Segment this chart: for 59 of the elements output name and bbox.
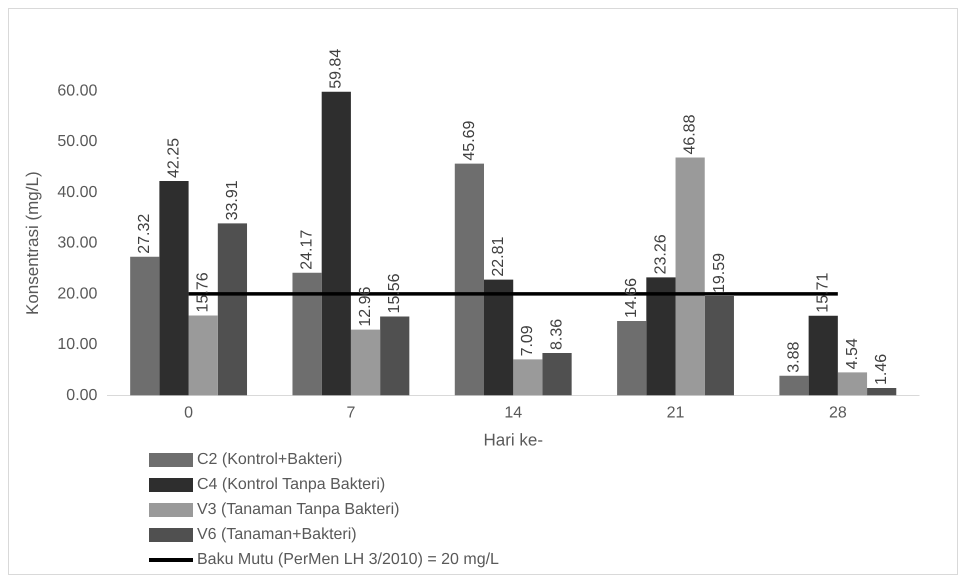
data-label: 27.32 — [136, 214, 154, 254]
data-label: 46.88 — [682, 114, 699, 155]
bar — [779, 376, 809, 396]
legend-label: C4 (Kontrol Tanpa Bakteri) — [197, 476, 386, 494]
legend-label: C2 (Kontrol+Bakteri) — [197, 450, 342, 468]
data-label: 1.46 — [873, 354, 890, 385]
bar — [838, 372, 868, 396]
x-tick-label: 14 — [504, 404, 522, 422]
x-tick-label: 0 — [184, 404, 194, 422]
data-label: 59.84 — [328, 48, 345, 89]
legend-label: V3 (Tanaman Tanpa Bakteri) — [197, 500, 400, 518]
bar — [808, 316, 838, 396]
bar — [646, 277, 676, 396]
data-label: 12.96 — [356, 286, 374, 327]
data-label: 3.88 — [785, 341, 802, 373]
legend-label: Baku Mutu (PerMen LH 3/2010) = 20 mg/L — [197, 550, 499, 568]
data-label: 8.36 — [548, 318, 566, 350]
data-label: 15.56 — [386, 273, 404, 314]
y-tick-label: 30.00 — [57, 234, 98, 252]
data-label: 15.71 — [814, 272, 832, 313]
bar — [159, 181, 189, 396]
y-tick-label: 10.00 — [57, 336, 98, 354]
bar — [350, 330, 380, 396]
data-label: 4.54 — [844, 338, 861, 370]
y-tick-label: 40.00 — [57, 184, 98, 201]
bar — [130, 256, 160, 396]
data-label: 15.76 — [194, 272, 212, 312]
data-label: 45.69 — [460, 120, 478, 161]
data-label: 7.09 — [519, 325, 536, 356]
bar — [867, 388, 896, 396]
bar — [704, 296, 734, 396]
y-tick-label: 0.00 — [66, 386, 98, 404]
legend-label: V6 (Tanaman+Bakteri) — [197, 526, 357, 544]
x-tick-label: 28 — [828, 404, 847, 422]
y-tick-label: 50.00 — [57, 133, 98, 150]
data-label: 33.91 — [224, 180, 241, 220]
bar — [676, 158, 705, 396]
bar — [542, 352, 572, 396]
data-label: 19.59 — [710, 252, 728, 294]
data-label: 22.81 — [490, 236, 508, 277]
data-label: 23.26 — [652, 234, 670, 274]
bar — [513, 359, 542, 396]
bar — [218, 223, 248, 396]
bar — [292, 272, 322, 396]
data-label: 42.25 — [165, 138, 182, 178]
bar — [322, 92, 351, 396]
bar — [454, 164, 484, 396]
y-tick-label: 60.00 — [57, 82, 98, 100]
x-axis-title: Hari ke- — [483, 430, 543, 450]
y-tick-label: 20.00 — [57, 285, 98, 302]
data-label: 14.66 — [623, 278, 640, 318]
data-label: 24.17 — [298, 230, 316, 270]
bar — [484, 280, 514, 396]
bar — [617, 321, 646, 396]
y-axis-title: Konsentrasi (mg/L) — [22, 171, 42, 316]
x-tick-label: 7 — [346, 404, 356, 422]
bar — [188, 315, 218, 396]
bar — [380, 316, 410, 396]
x-tick-label: 21 — [666, 404, 685, 422]
